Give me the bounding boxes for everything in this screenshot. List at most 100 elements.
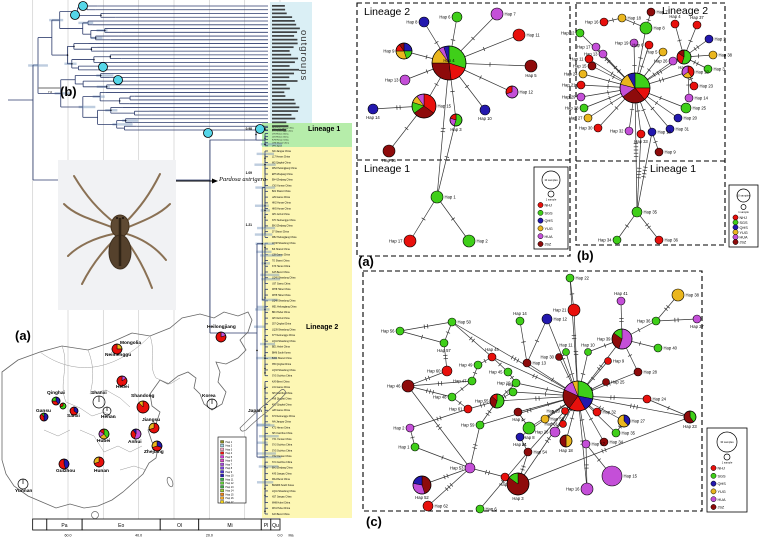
province-border [79, 429, 105, 453]
tip-label-bar [272, 8, 286, 11]
hap-node [511, 378, 521, 388]
hpd-bar [261, 298, 278, 302]
hap-node [593, 123, 603, 133]
tip-label-bar [272, 42, 298, 45]
tip-label: L31 Gansu China [272, 387, 291, 389]
hap-node [580, 482, 594, 496]
hap-label: Hap 21 [562, 82, 576, 87]
legend-pop-dot [732, 229, 739, 236]
hap-node [654, 147, 664, 157]
tip-label: LQ38 Shandong China [272, 243, 296, 245]
tip-label: JPS Japan [272, 146, 283, 148]
hap-label: Hap 62 [435, 503, 449, 508]
map-region-pie [17, 478, 29, 490]
legend-pop-dot [537, 202, 544, 208]
legend-pop-dot [732, 234, 739, 240]
map-region-pie [59, 402, 67, 410]
tip-label-bar [272, 72, 295, 75]
tree-panel-letter: (b) [60, 84, 77, 99]
province-border [65, 401, 117, 419]
legend-big-label: 10 samples [544, 178, 558, 182]
province-border [61, 345, 67, 403]
hap-node [684, 93, 694, 103]
tip-label: L1S Henan China [272, 136, 289, 138]
tip-label: EH5 Zhejiang China [272, 174, 293, 176]
species-arrow [212, 178, 218, 184]
hap-node [683, 410, 697, 424]
hap-node [629, 38, 639, 48]
hap-label: Hap 29 [562, 94, 576, 99]
tip-label: BGMRK South Korea [272, 484, 295, 487]
tip-label-bar [272, 129, 287, 131]
hap-label: Hap 32 [610, 128, 624, 133]
hap-label: Hap 21 [553, 307, 567, 312]
legend-pop-dot [732, 224, 739, 231]
map-region-label: Sanxi [67, 413, 80, 419]
tip-label: L7S Henan China [272, 133, 289, 135]
map-region-pie [136, 400, 150, 414]
tip-label: W3 Qinghai China [272, 162, 291, 164]
hap-node [500, 472, 510, 482]
legend-pop-code: QHS [740, 226, 749, 230]
hap-node [399, 74, 411, 86]
map-region-label: Korea [202, 393, 216, 399]
legend-pop-code: JSZ [740, 241, 747, 245]
hpd-bar [96, 74, 114, 77]
hap-label: Hap 17 [592, 441, 606, 446]
hap-label: Hap 27 [569, 115, 583, 120]
hap-node [654, 235, 664, 245]
hap-label: Hap 25 [693, 105, 707, 110]
hap-node [431, 45, 467, 81]
hap-node [619, 72, 651, 104]
tip-label: AH3 Anhui China [272, 317, 290, 320]
map-region-pie [51, 396, 61, 406]
tip-label-bar [272, 35, 295, 37]
hap-label: Hap 4 [669, 14, 681, 19]
hap-label: Hap 12 [561, 30, 575, 35]
hap-label: Hap 2 [393, 425, 405, 430]
hap-label: Hap 2 [715, 36, 727, 41]
legend-pop-code: SGS [545, 211, 553, 215]
hap-node [631, 206, 643, 218]
hap-label: Hap 16 [382, 158, 396, 163]
hap-label: Hap 35 [644, 209, 658, 214]
tip-label: HN5 Hunan China [272, 208, 291, 210]
legend-pop-code: QHS [718, 482, 727, 486]
tip-label-bar [272, 95, 286, 97]
panel-border [575, 2, 726, 246]
hap-label: Hap 36 [637, 318, 651, 323]
hap-label: Hap 56 [381, 328, 395, 333]
tip-label-bar [272, 5, 285, 7]
tip-label: W52 Heilongjiang China [272, 168, 297, 170]
hap-node [467, 376, 477, 386]
hap-node [692, 314, 702, 324]
hap-node [612, 235, 622, 245]
tip-label-bar [272, 46, 294, 49]
hap-label: Hap 37 [690, 15, 704, 20]
map-legend-swatch [220, 477, 224, 481]
hap-node [489, 393, 505, 409]
hap-label: Hap 11 [570, 56, 584, 61]
calibration-node [255, 124, 265, 134]
tip-label: KA3 Benxi China [272, 513, 290, 516]
hap-node [680, 102, 692, 114]
map-legend-swatch [220, 466, 224, 470]
hap-node [512, 28, 526, 42]
hap-label: Hap 3 [714, 66, 726, 71]
legend-pop-code: HUA [545, 235, 553, 239]
hap-label: Hap 1 [445, 194, 457, 199]
legend-pop-code: JSZ [545, 243, 552, 247]
legend-small-label: 1 sample [722, 460, 733, 464]
tip-label: EH4 Zhejiang China [272, 180, 293, 182]
china-map-panel: Mongolia Neimenggu Heilongjiang Hebei Shanxi… [1, 311, 287, 519]
scale-bar-value: 7.0 [48, 90, 53, 94]
hpd-bar [254, 233, 273, 236]
tip-label-bar [272, 91, 285, 94]
hap-label: Hap 28 [565, 105, 579, 110]
hpd-bar [258, 465, 279, 468]
hap-node [441, 365, 453, 377]
hainan-outline [91, 511, 99, 519]
hap-label: Hap 3 [450, 127, 462, 132]
tip-label: WH8 Hubei China [272, 289, 291, 291]
hap-node [524, 59, 538, 73]
